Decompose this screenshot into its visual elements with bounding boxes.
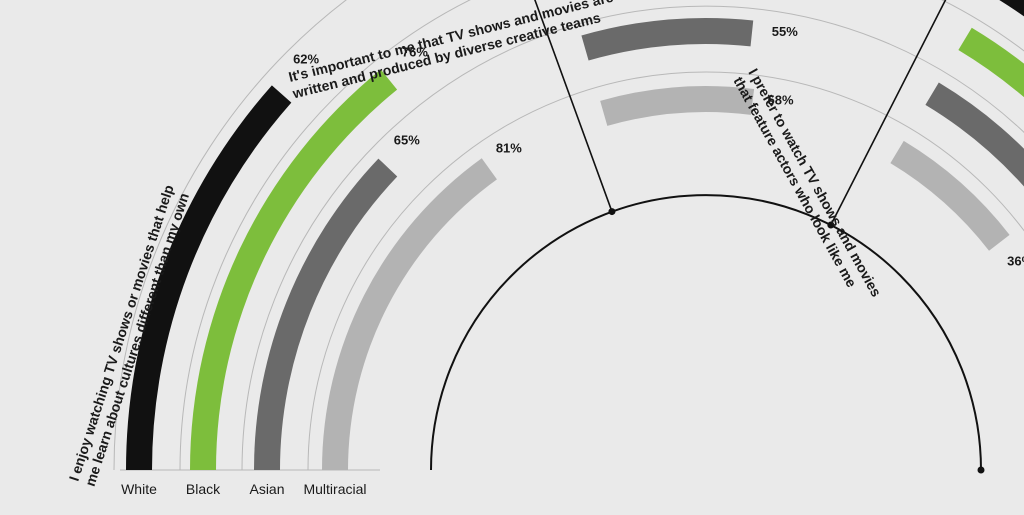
question-line-q3-2: that feature actors who look like me bbox=[731, 74, 861, 290]
question-text-q3: I prefer to watch TV shows and moviestha… bbox=[731, 66, 885, 308]
divider-line-2 bbox=[830, 0, 947, 226]
bar-q3-white bbox=[999, 0, 1024, 17]
bar-q3-asian bbox=[925, 82, 1024, 187]
bar-q1-asian bbox=[254, 158, 398, 470]
category-label-asian: Asian bbox=[249, 481, 284, 497]
value-labels: 62%76%65%81%41%68%55%58%22%54%32%36% bbox=[293, 24, 1024, 269]
section-dividers bbox=[534, 0, 947, 229]
guide-arc-3 bbox=[179, 0, 1024, 471]
bar-q3-black bbox=[958, 27, 1024, 98]
question-line-q2-1: It's important to me that TV shows and m… bbox=[287, 0, 615, 85]
bar-q2-multiracial bbox=[600, 86, 755, 126]
value-label-q3-multiracial: 36% bbox=[1007, 254, 1024, 269]
bar-q1-white bbox=[126, 85, 292, 471]
category-labels: White Black Asian Multiracial bbox=[121, 481, 366, 497]
value-label-q1-asian: 65% bbox=[394, 133, 420, 148]
guide-arc-2 bbox=[241, 5, 1024, 471]
divider-line-1 bbox=[534, 0, 613, 212]
question-text-q2: It's important to me that TV shows and m… bbox=[286, 0, 619, 102]
question-line-q3-1: I prefer to watch TV shows and movies bbox=[745, 66, 884, 300]
category-label-white: White bbox=[121, 481, 157, 497]
guide-arc-1 bbox=[307, 71, 1024, 471]
bar-q1-black bbox=[190, 69, 398, 471]
inner-arc bbox=[430, 194, 982, 471]
value-label-q1-black: 76% bbox=[402, 44, 428, 59]
value-label-q2-multiracial: 58% bbox=[768, 92, 794, 107]
bar-q1-multiracial bbox=[322, 158, 497, 471]
bar-q2-asian bbox=[581, 17, 754, 61]
value-label-q1-white: 62% bbox=[293, 52, 319, 67]
value-label-q1-multiracial: 81% bbox=[496, 141, 522, 156]
guide-arc-4 bbox=[113, 0, 347, 471]
inner-arc-end-dot bbox=[977, 466, 985, 474]
value-label-q2-asian: 55% bbox=[772, 24, 798, 39]
category-label-black: Black bbox=[186, 481, 221, 497]
bar-q3-multiracial bbox=[890, 140, 1010, 251]
divider-dot-2 bbox=[827, 221, 835, 229]
category-label-multiracial: Multiracial bbox=[303, 481, 366, 497]
bars bbox=[126, 0, 1024, 471]
divider-dot-1 bbox=[608, 208, 616, 216]
